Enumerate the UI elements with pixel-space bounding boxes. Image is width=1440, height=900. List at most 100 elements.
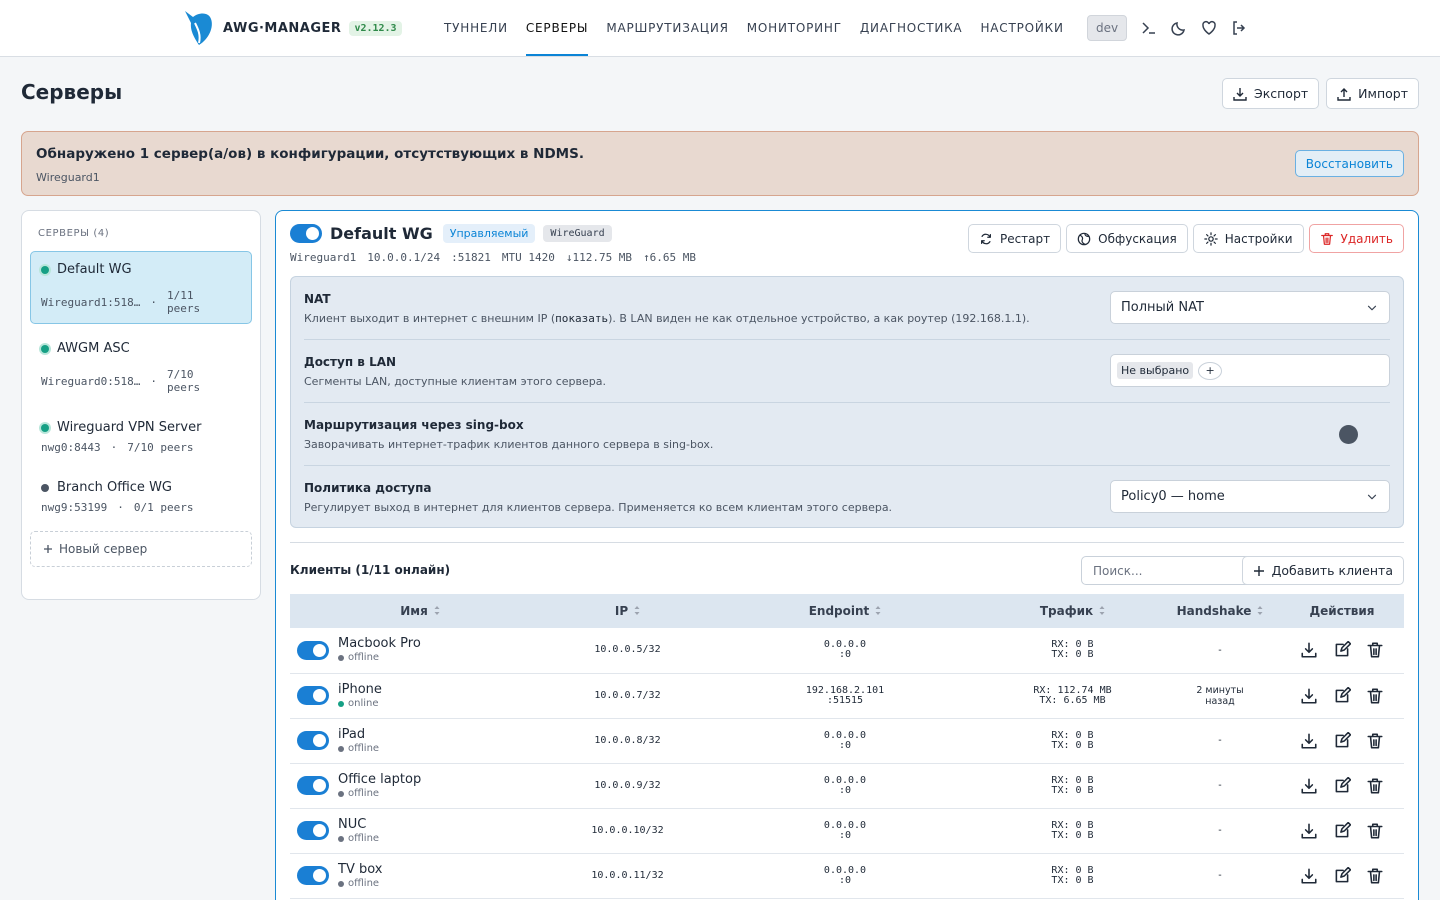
client-actions xyxy=(1280,673,1404,719)
column-header[interactable]: Handshake xyxy=(1160,594,1280,628)
new-server-button[interactable]: Новый сервер xyxy=(30,531,252,567)
server-item[interactable]: Branch Office WG nwg9:53199 · 0/1 peers xyxy=(30,469,252,523)
nav-item[interactable]: ТУННЕЛИ xyxy=(444,21,508,35)
client-toggle[interactable] xyxy=(297,686,329,705)
download-config[interactable] xyxy=(1300,687,1318,705)
client-status: offline xyxy=(338,788,421,800)
download-config[interactable] xyxy=(1300,732,1318,750)
client-name-wrap: NUC offline xyxy=(297,817,549,845)
download-config[interactable] xyxy=(1300,641,1318,659)
client-name-cell: Office laptop offline xyxy=(290,763,550,809)
desc-text: Клиент выходит в интернет с внешним IP ( xyxy=(304,312,556,325)
edit-client[interactable] xyxy=(1333,641,1351,659)
import-button[interactable]: Импорт xyxy=(1326,78,1419,109)
theme-button[interactable] xyxy=(1171,20,1187,36)
client-handshake: - xyxy=(1160,808,1280,854)
env-badge[interactable]: dev xyxy=(1087,15,1128,41)
column-header[interactable]: Трафик xyxy=(985,594,1160,628)
client-status: offline xyxy=(338,833,379,845)
column-header[interactable]: IP xyxy=(550,594,705,628)
delete-client[interactable] xyxy=(1366,867,1384,885)
logout-button[interactable] xyxy=(1231,20,1247,36)
show-ip-link[interactable]: показать xyxy=(555,312,609,325)
client-actions xyxy=(1280,628,1404,674)
separator: · xyxy=(110,441,118,454)
client-traffic: RX: 112.74 MB TX: 6.65 MB xyxy=(985,673,1160,719)
server-action-button[interactable]: Удалить xyxy=(1308,224,1404,253)
delete-client[interactable] xyxy=(1366,687,1384,705)
endpoint-part: 0.0.0.0 xyxy=(823,729,867,741)
version: v2.12.3 xyxy=(349,20,402,36)
server-toggle[interactable] xyxy=(290,224,322,243)
column-label: Имя xyxy=(400,603,428,618)
status-text: offline xyxy=(348,877,380,889)
client-toggle[interactable] xyxy=(297,821,329,840)
column-header: Действия xyxy=(1280,594,1404,628)
column-header[interactable]: Имя xyxy=(290,594,550,628)
traffic-line: TX: 0 B xyxy=(1051,874,1094,886)
server-action-button[interactable]: Обфускация xyxy=(1066,224,1188,253)
setting-desc: Регулирует выход в интернет для клиентов… xyxy=(304,501,893,514)
nav-item[interactable]: МОНИТОРИНГ xyxy=(746,21,842,35)
action-group xyxy=(1281,866,1403,885)
logo[interactable]: AWG·MANAGER v2.12.3 xyxy=(181,9,402,47)
badge: WireGuard xyxy=(543,225,612,242)
delete-client[interactable] xyxy=(1366,777,1384,795)
download-config[interactable] xyxy=(1300,867,1318,885)
chevron xyxy=(1365,301,1379,315)
download-config[interactable] xyxy=(1300,777,1318,795)
client-status: offline xyxy=(338,652,421,664)
traffic-line: TX: 0 B xyxy=(1051,649,1094,661)
alert-detail: Wireguard1 xyxy=(36,171,100,184)
client-toggle[interactable] xyxy=(297,640,329,660)
nav-item[interactable]: СЕРВЕРЫ xyxy=(526,0,588,56)
sort-icon xyxy=(1257,604,1263,618)
client-actions xyxy=(1280,763,1404,809)
server-item[interactable]: Wireguard VPN Server nwg0:8443 · 7/10 peers xyxy=(30,409,252,463)
client-toggle[interactable] xyxy=(297,866,329,885)
terminal-button[interactable] xyxy=(1141,20,1157,36)
client-toggle[interactable] xyxy=(297,731,329,750)
edit-client[interactable] xyxy=(1333,686,1351,705)
nav-item[interactable]: МАРШРУТИЗАЦИЯ xyxy=(606,21,729,35)
lan-add[interactable]: + xyxy=(1198,361,1223,380)
edit-client[interactable] xyxy=(1333,731,1351,750)
server-item[interactable]: AWGM ASC Wireguard0:518… · 7/10 peers xyxy=(30,330,252,403)
export-button[interactable]: Экспорт xyxy=(1221,78,1320,109)
client-name-wrap: Macbook Pro offline xyxy=(297,636,549,664)
setting-title: NAT xyxy=(304,292,331,306)
delete-client[interactable] xyxy=(1366,641,1384,659)
client-search[interactable]: Поиск... xyxy=(1081,556,1252,585)
import-label: Импорт xyxy=(1358,86,1408,101)
delete-client[interactable] xyxy=(1366,822,1384,840)
server-action-button[interactable]: Рестарт xyxy=(967,224,1062,253)
server-item[interactable]: Default WG Wireguard1:518… · 1/11 peers xyxy=(30,251,252,324)
singbox-toggle[interactable] xyxy=(1333,425,1365,444)
policy-select[interactable]: Policy0 — home xyxy=(1110,480,1390,513)
client-name-cell: NUC offline xyxy=(290,808,550,854)
client-name-block: NUC offline xyxy=(338,817,379,845)
alert: Обнаружено 1 сервер(а/ов) в конфигурации… xyxy=(21,131,1419,196)
column-header[interactable]: Endpoint xyxy=(705,594,985,628)
server-action-button[interactable]: Настройки xyxy=(1192,224,1304,253)
nav-item[interactable]: НАСТРОЙКИ xyxy=(980,21,1064,35)
restore-button[interactable]: Восстановить xyxy=(1294,150,1404,177)
server-name: AWGM ASC xyxy=(57,341,130,356)
server-address: nwg9:53199 xyxy=(41,501,108,514)
info-item: ↑6.65 MB xyxy=(643,251,697,264)
traffic-line: TX: 0 B xyxy=(1051,829,1094,841)
download-config[interactable] xyxy=(1300,822,1318,840)
server-address: Wireguard0:518… xyxy=(41,374,141,388)
add-client-button[interactable]: Добавить клиента xyxy=(1241,556,1404,585)
server-detail: Default WG Управляемый WireGuard Рестарт Об… xyxy=(275,210,1419,900)
donate-button[interactable] xyxy=(1201,20,1217,36)
edit-client[interactable] xyxy=(1333,821,1351,840)
nat-select[interactable]: Полный NAT xyxy=(1110,291,1390,324)
nav-item[interactable]: ДИАГНОСТИКА xyxy=(859,21,963,35)
edit-client[interactable] xyxy=(1333,866,1351,885)
client-toggle[interactable] xyxy=(297,776,329,795)
delete-client[interactable] xyxy=(1366,732,1384,750)
client-handshake: - xyxy=(1160,628,1280,674)
edit-client[interactable] xyxy=(1333,776,1351,795)
